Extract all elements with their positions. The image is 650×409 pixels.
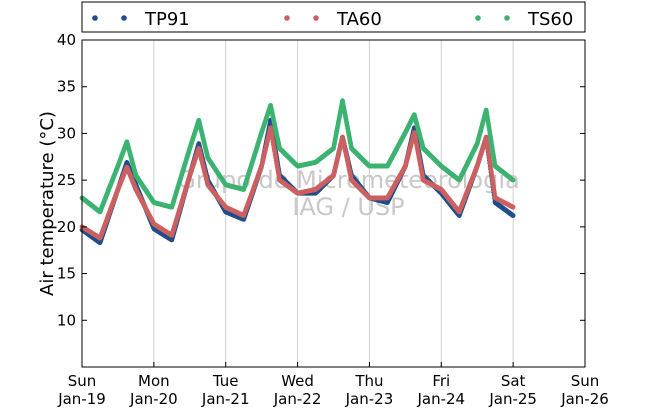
y-tick-label: 20: [57, 218, 76, 236]
legend-label: TS60: [527, 9, 573, 30]
y-tick-label: 15: [57, 265, 76, 283]
series-ts60: [79, 98, 516, 215]
y-axis-label: Air temperature (°C): [37, 111, 58, 296]
y-tick-label: 10: [57, 311, 76, 329]
data-point: [510, 204, 516, 210]
legend-marker: [121, 15, 127, 21]
x-tick-label-day: Mon: [138, 372, 170, 390]
legend-marker: [313, 15, 319, 21]
x-tick-label-date: Jan-25: [488, 390, 537, 408]
x-tick-label-day: Sun: [68, 372, 97, 390]
series-ta60: [79, 125, 516, 241]
data-point: [510, 213, 516, 219]
y-tick-label: 35: [57, 78, 76, 96]
y-tick-label: 25: [57, 171, 76, 189]
x-tick-label-date: Jan-19: [57, 390, 106, 408]
legend-marker: [284, 15, 290, 21]
plot-frame: [81, 39, 586, 368]
y-tick-label: 30: [57, 124, 76, 142]
x-tick-label-day: Sun: [571, 372, 600, 390]
legend-label: TP91: [144, 9, 190, 30]
x-tick-label-day: Fri: [432, 372, 450, 390]
plot-area: [79, 98, 516, 246]
x-axis: SunJan-19MonJan-20TueJan-21WedJan-22ThuJ…: [57, 362, 609, 408]
legend-label: TA60: [336, 9, 382, 30]
legend-marker: [475, 15, 481, 21]
x-tick-label-date: Jan-22: [273, 390, 322, 408]
legend-marker: [504, 15, 510, 21]
legend-box: [81, 1, 586, 33]
x-tick-label-day: Wed: [281, 372, 314, 390]
x-tick-label-day: Tue: [212, 372, 239, 390]
x-tick-label-date: Jan-21: [201, 390, 250, 408]
x-tick-label-date: Jan-24: [416, 390, 465, 408]
legend-marker: [92, 15, 98, 21]
x-tick-label-date: Jan-26: [560, 390, 609, 408]
y-axis: 10 15 20 25 30 35 40: [57, 31, 585, 329]
data-point: [510, 177, 516, 183]
legend: TP91 TA60 TS60: [81, 1, 586, 33]
y-tick-label: 40: [57, 31, 76, 49]
x-tick-label-date: Jan-23: [345, 390, 394, 408]
x-tick-label-day: Sat: [501, 372, 526, 390]
x-tick-label-date: Jan-20: [129, 390, 178, 408]
x-tick-label-day: Thu: [354, 372, 383, 390]
